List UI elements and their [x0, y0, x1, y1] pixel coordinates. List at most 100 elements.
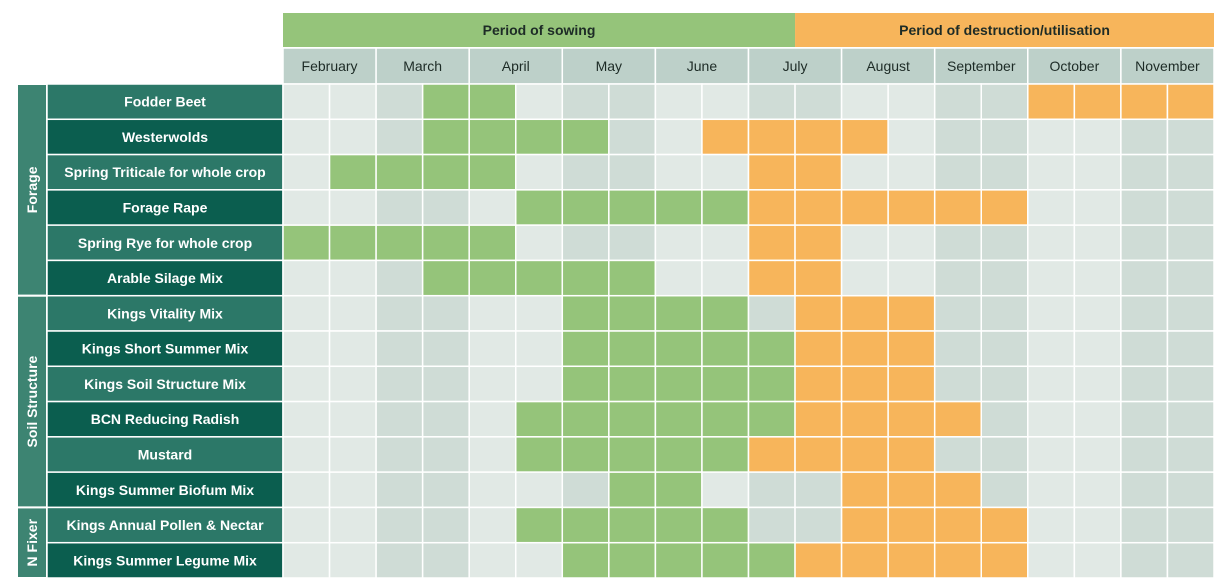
period-cell-empty: [515, 541, 564, 579]
period-cell-sowing: [468, 118, 517, 156]
period-cell-sowing: [608, 436, 657, 473]
period-cell-empty: [1166, 224, 1215, 262]
period-cell-empty: [794, 471, 843, 509]
period-cell-empty: [608, 153, 657, 191]
period-cell-destruction: [933, 400, 983, 438]
period-cell-empty: [1027, 259, 1076, 297]
period-cell-empty: [1073, 400, 1122, 438]
period-cell-empty: [421, 541, 470, 579]
period-cell-sowing: [515, 118, 564, 156]
period-cell-destruction: [887, 436, 936, 473]
period-cell-empty: [421, 189, 470, 226]
period-cell-empty: [1120, 294, 1169, 332]
period-cell-empty: [1166, 471, 1215, 509]
period-cell-empty: [468, 330, 517, 368]
period-cell-sowing: [468, 83, 517, 121]
period-cell-empty: [1073, 541, 1122, 579]
period-cell-empty: [282, 506, 331, 544]
month-header-cell: [933, 47, 1029, 85]
period-cell-sowing: [701, 189, 750, 226]
period-cell-empty: [1166, 189, 1215, 226]
period-cell-sowing: [561, 118, 610, 156]
month-header-cell: [654, 47, 750, 85]
period-cell-empty: [515, 153, 564, 191]
period-cell-sowing: [421, 153, 470, 191]
crop-name-cell: [46, 436, 284, 473]
crop-name-cell: [46, 400, 284, 438]
period-cell-destruction: [794, 118, 843, 156]
period-cell-empty: [328, 506, 377, 544]
period-cell-sowing: [515, 400, 564, 438]
crop-name-label: Kings Short Summer Mix: [82, 341, 249, 357]
period-cell-empty: [328, 118, 377, 156]
period-cell-empty: [328, 436, 377, 473]
period-cell-empty: [375, 400, 424, 438]
period-cell-sowing: [608, 506, 657, 544]
period-cell-empty: [1166, 259, 1215, 297]
period-cell-destruction: [1027, 83, 1076, 121]
period-cell-empty: [1166, 506, 1215, 544]
period-cell-empty: [1120, 330, 1169, 368]
period-cell-sowing: [654, 400, 703, 438]
period-cell-empty: [1073, 436, 1122, 473]
month-header-cell: [840, 47, 936, 85]
crop-name-label: BCN Reducing Radish: [91, 411, 240, 427]
period-cell-empty: [468, 471, 517, 509]
period-cell-empty: [1073, 365, 1122, 403]
period-cell-empty: [282, 365, 331, 403]
period-cell-destruction: [933, 506, 983, 544]
period-cell-sowing: [468, 153, 517, 191]
period-cell-empty: [933, 436, 983, 473]
period-cell-empty: [887, 83, 936, 121]
period-cell-empty: [1120, 259, 1169, 297]
period-cell-sowing: [701, 294, 750, 332]
period-cell-empty: [282, 294, 331, 332]
period-cell-empty: [1120, 224, 1169, 262]
period-cell-empty: [375, 541, 424, 579]
period-cell-destruction: [794, 541, 843, 579]
group-label: Forage: [24, 166, 40, 213]
period-cell-sowing: [561, 541, 610, 579]
period-cell-empty: [1073, 189, 1122, 226]
period-cell-empty: [561, 83, 610, 121]
crop-name-label: Arable Silage Mix: [107, 270, 223, 286]
period-cell-sowing: [654, 506, 703, 544]
period-cell-empty: [980, 118, 1029, 156]
period-cell-empty: [421, 330, 470, 368]
period-cell-empty: [654, 224, 703, 262]
period-cell-empty: [1027, 400, 1076, 438]
period-cell-empty: [1027, 294, 1076, 332]
period-cell-empty: [933, 330, 983, 368]
period-cell-empty: [421, 294, 470, 332]
period-cell-destruction: [794, 365, 843, 403]
group-label: Soil Structure: [24, 355, 40, 447]
period-cell-empty: [1120, 506, 1169, 544]
period-cell-sowing: [654, 541, 703, 579]
period-cell-sowing: [654, 365, 703, 403]
period-cell-empty: [608, 83, 657, 121]
period-cell-empty: [282, 83, 331, 121]
period-cell-sowing: [608, 330, 657, 368]
period-cell-empty: [468, 506, 517, 544]
period-cell-sowing: [701, 506, 750, 544]
sowing-period-header: [283, 13, 796, 47]
period-cell-empty: [1073, 224, 1122, 262]
period-cell-empty: [561, 224, 610, 262]
period-cell-destruction: [840, 400, 889, 438]
period-cell-sowing: [701, 330, 750, 368]
period-cell-empty: [840, 259, 889, 297]
period-cell-sowing: [468, 224, 517, 262]
period-cell-empty: [328, 400, 377, 438]
period-cell-destruction: [794, 400, 843, 438]
period-cell-empty: [933, 83, 983, 121]
period-cell-destruction: [794, 330, 843, 368]
crop-name-label: Kings Summer Biofum Mix: [76, 482, 254, 498]
period-cell-empty: [747, 83, 796, 121]
period-cell-empty: [375, 471, 424, 509]
crop-name-label: Westerwolds: [122, 129, 208, 145]
period-cell-sowing: [561, 436, 610, 473]
period-cell-sowing: [608, 365, 657, 403]
period-cell-destruction: [840, 365, 889, 403]
period-cell-empty: [747, 506, 796, 544]
period-cell-empty: [747, 294, 796, 332]
